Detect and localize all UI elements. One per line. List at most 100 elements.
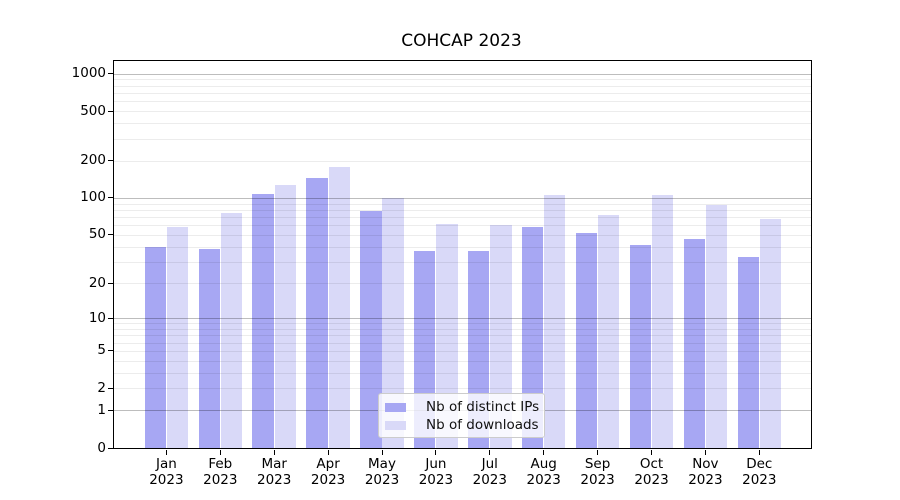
bar-aug-distinct-ips xyxy=(521,227,544,448)
x-tick-label: Dec 2023 xyxy=(729,456,789,488)
x-tick-mark xyxy=(381,450,383,455)
x-tick-year: 2023 xyxy=(203,472,238,488)
x-tick-year: 2023 xyxy=(257,472,292,488)
x-tick-mark xyxy=(435,450,437,455)
y-tick-mark xyxy=(108,234,113,236)
bar-oct-downloads xyxy=(651,195,674,448)
x-tick-label: Jun 2023 xyxy=(406,456,466,488)
y-tick-mark xyxy=(108,282,113,284)
x-tick-year: 2023 xyxy=(634,472,669,488)
x-tick-year: 2023 xyxy=(526,472,561,488)
x-tick-mark xyxy=(219,450,221,455)
x-tick-year: 2023 xyxy=(688,472,723,488)
x-tick-month: Jan xyxy=(155,456,177,472)
x-tick-label: Nov 2023 xyxy=(675,456,735,488)
x-tick-month: Aug xyxy=(530,456,557,472)
x-tick-year: 2023 xyxy=(472,472,507,488)
x-tick-mark xyxy=(273,450,275,455)
bar-dec-distinct-ips xyxy=(737,256,759,448)
legend-swatch-distinct-ips xyxy=(385,402,406,412)
bar-aug-downloads xyxy=(544,195,566,448)
y-tick-label: 1 xyxy=(97,401,106,418)
y-tick-mark xyxy=(108,350,113,352)
bar-jul-downloads xyxy=(490,225,512,448)
plot-area: 1000 500 200 100 50 20 10 5 2 1 0 Jan 2023 Feb 2023 Ma… xyxy=(72,60,812,488)
bar-dec-downloads xyxy=(759,219,782,448)
legend-row: Nb of downloads xyxy=(385,416,544,434)
legend: Nb of distinct IPs Nb of downloads xyxy=(378,393,545,438)
x-tick-label: Aug 2023 xyxy=(514,456,574,488)
y-tick-mark xyxy=(108,409,113,411)
bar-feb-downloads xyxy=(220,213,243,448)
bar-feb-distinct-ips xyxy=(198,249,220,448)
bar-may-distinct-ips xyxy=(360,211,382,448)
x-tick-mark xyxy=(651,450,652,455)
x-tick-mark xyxy=(704,450,706,455)
x-tick-month: Jun xyxy=(425,456,447,472)
bar-jan-distinct-ips xyxy=(144,246,166,448)
x-tick-month: Feb xyxy=(208,456,233,472)
legend-label: Nb of downloads xyxy=(426,417,539,433)
y-tick-mark xyxy=(108,197,113,199)
y-tick-mark xyxy=(108,317,113,319)
x-tick-month: Mar xyxy=(261,456,287,472)
y-tick-label: 5 xyxy=(97,342,106,359)
x-tick-month: Jul xyxy=(481,456,498,472)
y-tick-label: 1000 xyxy=(71,65,106,81)
x-tick-month: Sep xyxy=(584,456,611,472)
y-tick-label: 500 xyxy=(80,102,106,119)
x-tick-label: Jan 2023 xyxy=(136,456,196,488)
legend-label: Nb of distinct IPs xyxy=(426,399,540,415)
bar-may-downloads xyxy=(382,197,404,448)
bar-mar-downloads xyxy=(274,185,296,448)
bar-nov-distinct-ips xyxy=(683,239,705,448)
x-tick-label: May 2023 xyxy=(352,456,412,488)
bar-apr-distinct-ips xyxy=(306,177,328,448)
bar-sep-distinct-ips xyxy=(575,232,598,448)
bar-oct-distinct-ips xyxy=(629,245,652,448)
bar-jan-downloads xyxy=(166,227,189,448)
y-tick-mark xyxy=(108,160,113,161)
y-tick-label: 100 xyxy=(80,189,106,206)
x-tick-month: May xyxy=(368,456,396,472)
x-tick-label: Mar 2023 xyxy=(244,456,304,488)
y-tick-label: 10 xyxy=(88,309,106,326)
x-tick-month: Apr xyxy=(316,456,340,472)
x-tick-label: Apr 2023 xyxy=(298,456,358,488)
y-tick-label: 200 xyxy=(80,152,106,168)
x-tick-label: Feb 2023 xyxy=(190,456,250,488)
x-tick-month: Oct xyxy=(639,456,664,472)
y-tick-mark xyxy=(108,387,113,389)
chart-title: COHCAP 2023 xyxy=(401,31,522,51)
x-tick-month: Dec xyxy=(746,456,773,472)
x-tick-label: Oct 2023 xyxy=(622,456,682,488)
y-tick-mark xyxy=(108,110,113,112)
bars-layer xyxy=(114,61,811,448)
x-tick-mark xyxy=(597,450,599,455)
bar-jun-downloads xyxy=(436,224,458,448)
y-tick-mark xyxy=(108,73,113,74)
x-tick-mark xyxy=(758,450,760,455)
bar-sep-downloads xyxy=(598,215,620,448)
legend-swatch-downloads xyxy=(385,420,406,430)
x-tick-mark xyxy=(165,450,167,455)
y-tick-mark xyxy=(108,447,113,449)
x-tick-year: 2023 xyxy=(364,472,400,488)
x-tick-mark xyxy=(543,450,545,455)
bar-nov-downloads xyxy=(705,204,728,448)
y-tick-label: 2 xyxy=(97,379,106,396)
bar-mar-distinct-ips xyxy=(252,193,274,448)
y-tick-label: 0 xyxy=(97,439,106,456)
x-tick-year: 2023 xyxy=(310,472,346,488)
x-tick-year: 2023 xyxy=(149,472,184,488)
y-tick-label: 20 xyxy=(88,274,106,291)
x-tick-mark xyxy=(489,450,491,455)
x-tick-year: 2023 xyxy=(418,472,454,488)
legend-row: Nb of distinct IPs xyxy=(385,398,544,416)
bar-apr-downloads xyxy=(328,166,350,448)
x-tick-label: Sep 2023 xyxy=(568,456,628,488)
x-tick-year: 2023 xyxy=(742,472,777,488)
x-tick-year: 2023 xyxy=(580,472,615,488)
x-tick-label: Jul 2023 xyxy=(460,456,520,488)
